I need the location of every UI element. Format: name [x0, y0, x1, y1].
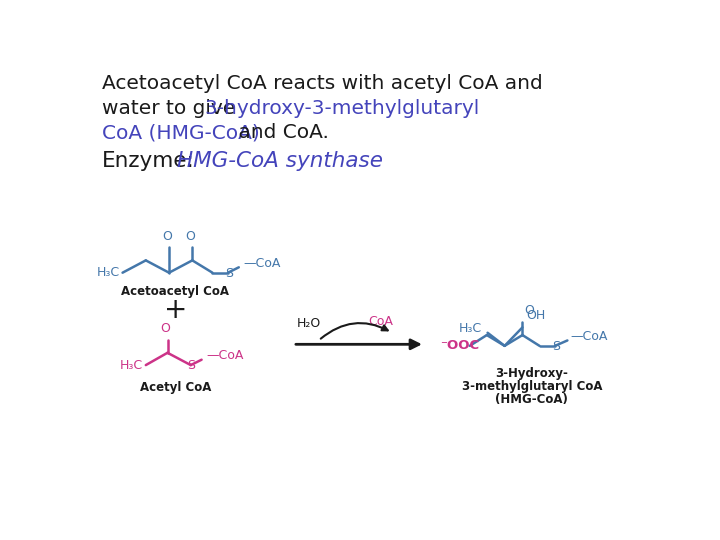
- Text: HMG-CoA synthase: HMG-CoA synthase: [177, 151, 383, 171]
- Text: Acetyl CoA: Acetyl CoA: [140, 381, 211, 394]
- Text: H₃C: H₃C: [459, 322, 482, 335]
- Text: (HMG-CoA): (HMG-CoA): [495, 393, 568, 406]
- Text: O: O: [185, 230, 195, 242]
- Text: Enzyme:: Enzyme:: [102, 151, 194, 171]
- Text: H₃C: H₃C: [96, 266, 120, 279]
- Text: —CoA: —CoA: [206, 349, 243, 362]
- Text: —CoA: —CoA: [570, 330, 608, 343]
- Text: +: +: [163, 296, 187, 323]
- Text: 3-methylglutaryl CoA: 3-methylglutaryl CoA: [462, 380, 602, 393]
- Text: S: S: [225, 267, 233, 280]
- Text: OH: OH: [526, 309, 546, 322]
- Text: O: O: [161, 322, 170, 335]
- Text: ⁻OOC: ⁻OOC: [441, 339, 480, 353]
- Text: Acetoacetyl CoA reacts with acetyl CoA and: Acetoacetyl CoA reacts with acetyl CoA a…: [102, 74, 542, 93]
- Text: O: O: [524, 305, 534, 318]
- Text: CoA: CoA: [368, 315, 393, 328]
- Text: —CoA: —CoA: [243, 257, 281, 270]
- Text: H₂O: H₂O: [297, 317, 320, 330]
- Text: S: S: [187, 360, 196, 373]
- Text: water to give: water to give: [102, 99, 241, 118]
- Text: CoA (HMG-CoA): CoA (HMG-CoA): [102, 123, 259, 143]
- Text: and CoA.: and CoA.: [232, 123, 329, 143]
- Text: S: S: [552, 340, 559, 353]
- Text: 3-Hydroxy-: 3-Hydroxy-: [495, 367, 568, 380]
- Text: Acetoacetyl CoA: Acetoacetyl CoA: [121, 285, 229, 298]
- Text: O: O: [162, 230, 171, 242]
- Text: H₃C: H₃C: [120, 359, 143, 372]
- Text: 3-hydroxy-3-methylglutaryl: 3-hydroxy-3-methylglutaryl: [204, 99, 480, 118]
